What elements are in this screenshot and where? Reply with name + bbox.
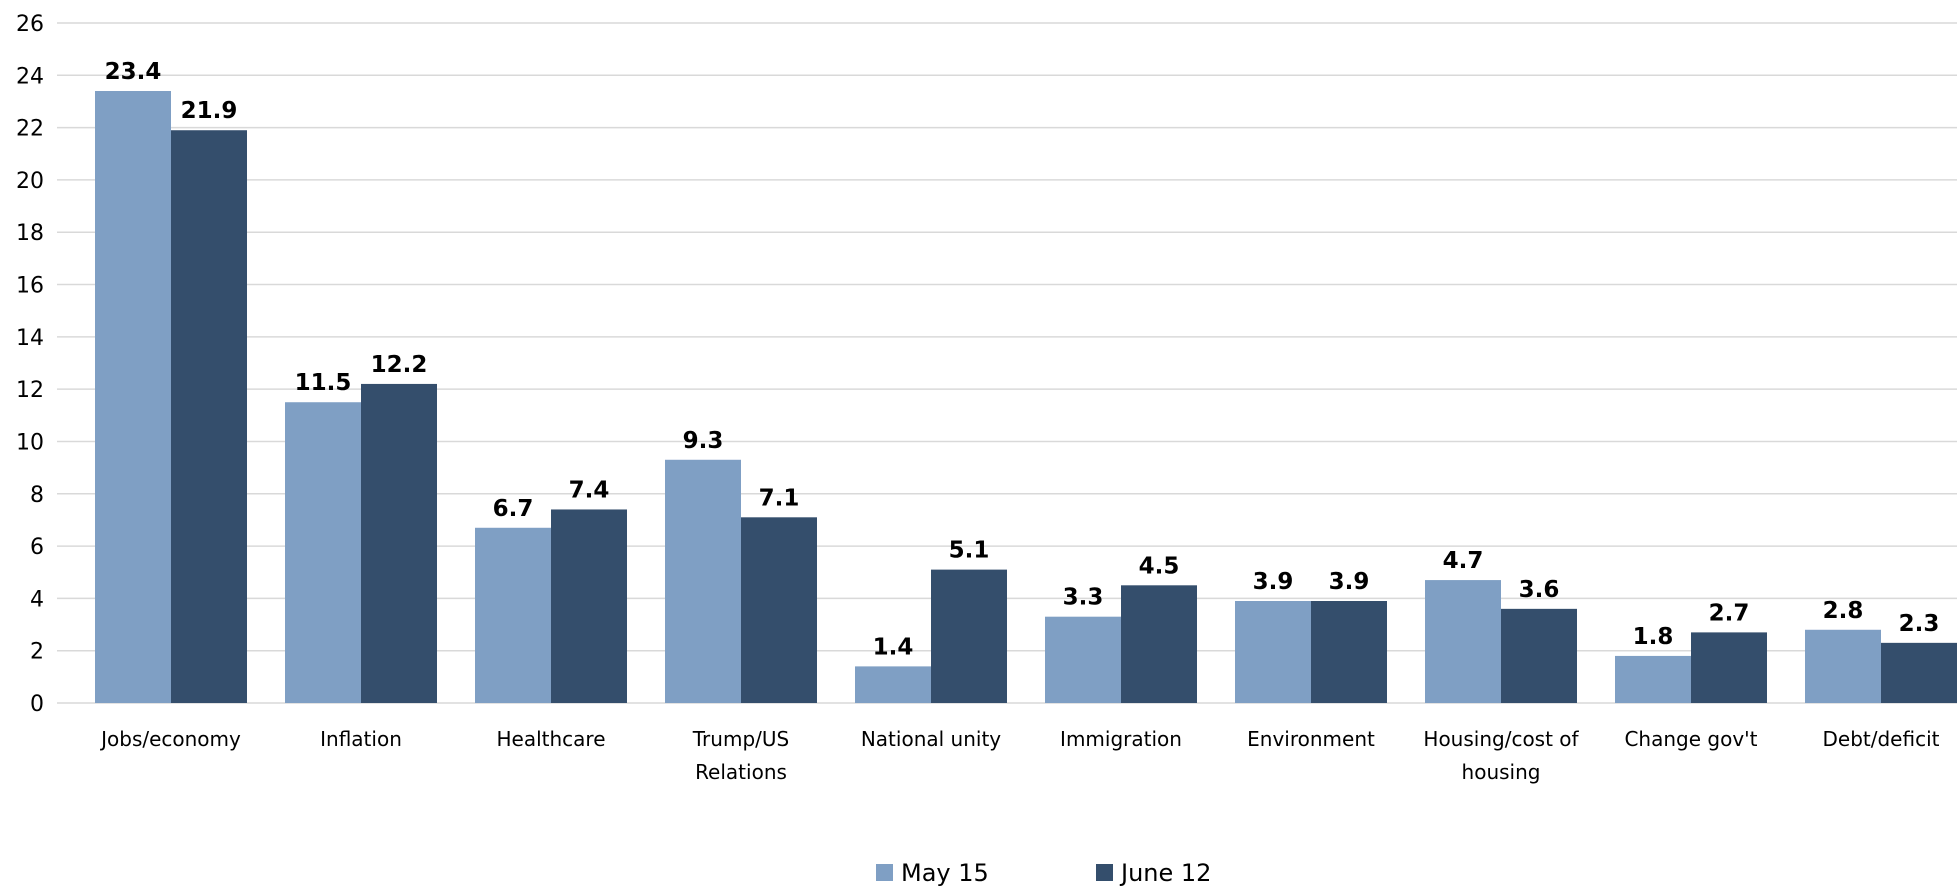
bar-may-15 [95, 91, 171, 703]
x-tick-label: Change gov't [1624, 727, 1757, 751]
x-tick-label-line: Debt/deficit [1823, 727, 1940, 751]
legend-swatch [876, 864, 893, 881]
y-tick-label: 16 [16, 274, 44, 299]
x-tick-label: Immigration [1060, 727, 1182, 751]
data-label: 23.4 [105, 59, 162, 85]
bar-may-15 [475, 527, 551, 703]
x-tick-label-line: Relations [695, 760, 787, 784]
data-label: 9.3 [683, 428, 724, 454]
bar-may-15 [1235, 601, 1311, 703]
legend-label: May 15 [901, 859, 989, 886]
bar-june-12 [171, 130, 247, 703]
bar-june-12 [551, 509, 627, 703]
bar-june-12 [931, 569, 1007, 703]
data-label: 3.6 [1519, 577, 1560, 603]
x-tick-label-line: Housing/cost of [1423, 727, 1579, 751]
bar-june-12 [1121, 585, 1197, 703]
data-label: 5.1 [949, 538, 990, 564]
y-tick-label: 4 [30, 587, 44, 612]
bar-june-12 [1501, 608, 1577, 703]
y-tick-label: 0 [30, 692, 44, 717]
data-label: 4.5 [1139, 553, 1180, 579]
data-label: 21.9 [181, 98, 238, 124]
x-tick-label: Jobs/economy [99, 727, 241, 751]
data-label: 3.9 [1329, 569, 1370, 595]
legend-swatch [1096, 864, 1113, 881]
y-tick-label: 22 [16, 117, 44, 142]
bar-june-12 [361, 383, 437, 703]
data-label: 1.8 [1633, 624, 1674, 650]
y-tick-label: 26 [16, 12, 44, 37]
bar-may-15 [285, 402, 361, 703]
bar-may-15 [855, 666, 931, 703]
bar-june-12 [741, 517, 817, 703]
bar-may-15 [1425, 580, 1501, 703]
x-axis: Jobs/economy Inflation Healthcare Trump/US R… [99, 727, 1940, 784]
x-tick-label-line: Trump/US [692, 727, 789, 751]
y-tick-label: 14 [16, 326, 44, 351]
data-label: 12.2 [371, 352, 428, 378]
data-label: 2.8 [1823, 598, 1864, 624]
bars [95, 91, 1957, 703]
data-label: 1.4 [873, 634, 914, 660]
bar-june-12 [1311, 601, 1387, 703]
x-tick-label-line: housing [1462, 760, 1541, 784]
y-tick-label: 12 [16, 378, 44, 403]
data-label: 2.3 [1899, 611, 1940, 637]
data-label: 3.9 [1253, 569, 1294, 595]
data-label: 7.1 [759, 485, 800, 511]
bar-may-15 [1805, 629, 1881, 703]
y-tick-label: 20 [16, 169, 44, 194]
x-tick-label: Housing/cost of housing [1423, 727, 1579, 784]
bar-june-12 [1691, 632, 1767, 703]
data-label: 7.4 [569, 477, 610, 503]
x-tick-label-line: Environment [1247, 727, 1375, 751]
y-tick-label: 18 [16, 221, 44, 246]
x-tick-label: Trump/US Relations [692, 727, 789, 784]
data-label: 11.5 [295, 370, 352, 396]
bar-june-12 [1881, 642, 1957, 703]
x-tick-label: Debt/deficit [1823, 727, 1940, 751]
data-label: 2.7 [1709, 600, 1750, 626]
bar-may-15 [665, 459, 741, 703]
data-labels: 23.4 21.9 11.5 12.2 6.7 7.4 9.3 7.1 1.4 5.1 3.3 4.5… [105, 59, 1940, 660]
x-tick-label-line: Healthcare [496, 727, 605, 751]
y-tick-label: 6 [30, 535, 44, 560]
x-tick-label: Inflation [320, 727, 402, 751]
x-tick-label-line: Immigration [1060, 727, 1182, 751]
x-tick-label: Healthcare [496, 727, 605, 751]
legend-label: June 12 [1119, 859, 1211, 886]
x-tick-label-line: Jobs/economy [99, 727, 241, 751]
y-tick-label: 2 [30, 640, 44, 665]
bar-may-15 [1045, 616, 1121, 703]
data-label: 6.7 [493, 496, 534, 522]
x-tick-label-line: Change gov't [1624, 727, 1757, 751]
data-label: 3.3 [1063, 585, 1104, 611]
x-tick-label-line: National unity [861, 727, 1001, 751]
y-tick-label: 8 [30, 483, 44, 508]
y-tick-label: 24 [16, 64, 44, 89]
x-tick-label-line: Inflation [320, 727, 402, 751]
data-label: 4.7 [1443, 548, 1484, 574]
x-tick-label: National unity [861, 727, 1001, 751]
y-tick-label: 10 [16, 430, 44, 455]
x-tick-label: Environment [1247, 727, 1375, 751]
bar-may-15 [1615, 655, 1691, 703]
legend: May 15 June 12 [876, 859, 1211, 886]
